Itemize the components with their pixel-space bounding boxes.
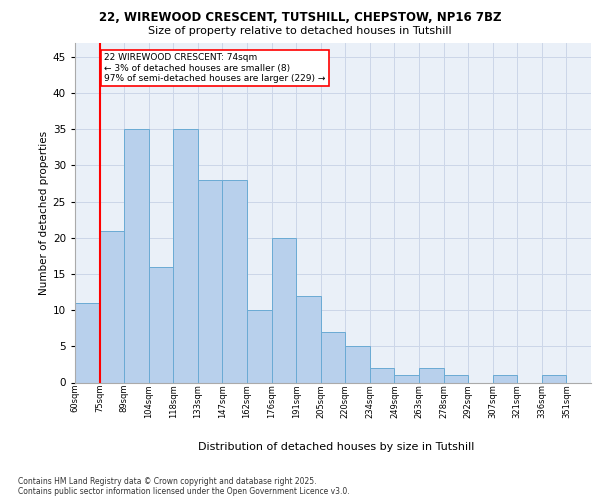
Bar — [198, 180, 223, 382]
Bar — [443, 376, 468, 382]
Text: Size of property relative to detached houses in Tutshill: Size of property relative to detached ho… — [148, 26, 452, 36]
Bar — [370, 368, 394, 382]
Bar — [542, 376, 566, 382]
Bar — [149, 267, 173, 382]
Bar — [321, 332, 345, 382]
Bar — [173, 130, 198, 382]
Bar — [296, 296, 321, 382]
Y-axis label: Number of detached properties: Number of detached properties — [38, 130, 49, 294]
Text: Contains HM Land Registry data © Crown copyright and database right 2025.
Contai: Contains HM Land Registry data © Crown c… — [18, 476, 350, 496]
Text: 22, WIREWOOD CRESCENT, TUTSHILL, CHEPSTOW, NP16 7BZ: 22, WIREWOOD CRESCENT, TUTSHILL, CHEPSTO… — [99, 11, 501, 24]
Bar — [493, 376, 517, 382]
Text: 22 WIREWOOD CRESCENT: 74sqm
← 3% of detached houses are smaller (8)
97% of semi-: 22 WIREWOOD CRESCENT: 74sqm ← 3% of deta… — [104, 54, 326, 83]
Bar — [247, 310, 272, 382]
Bar — [100, 230, 124, 382]
Bar — [223, 180, 247, 382]
Bar — [345, 346, 370, 382]
Bar — [272, 238, 296, 382]
Bar — [394, 376, 419, 382]
Bar — [75, 303, 100, 382]
Bar — [419, 368, 443, 382]
Text: Distribution of detached houses by size in Tutshill: Distribution of detached houses by size … — [198, 442, 474, 452]
Bar — [124, 130, 149, 382]
